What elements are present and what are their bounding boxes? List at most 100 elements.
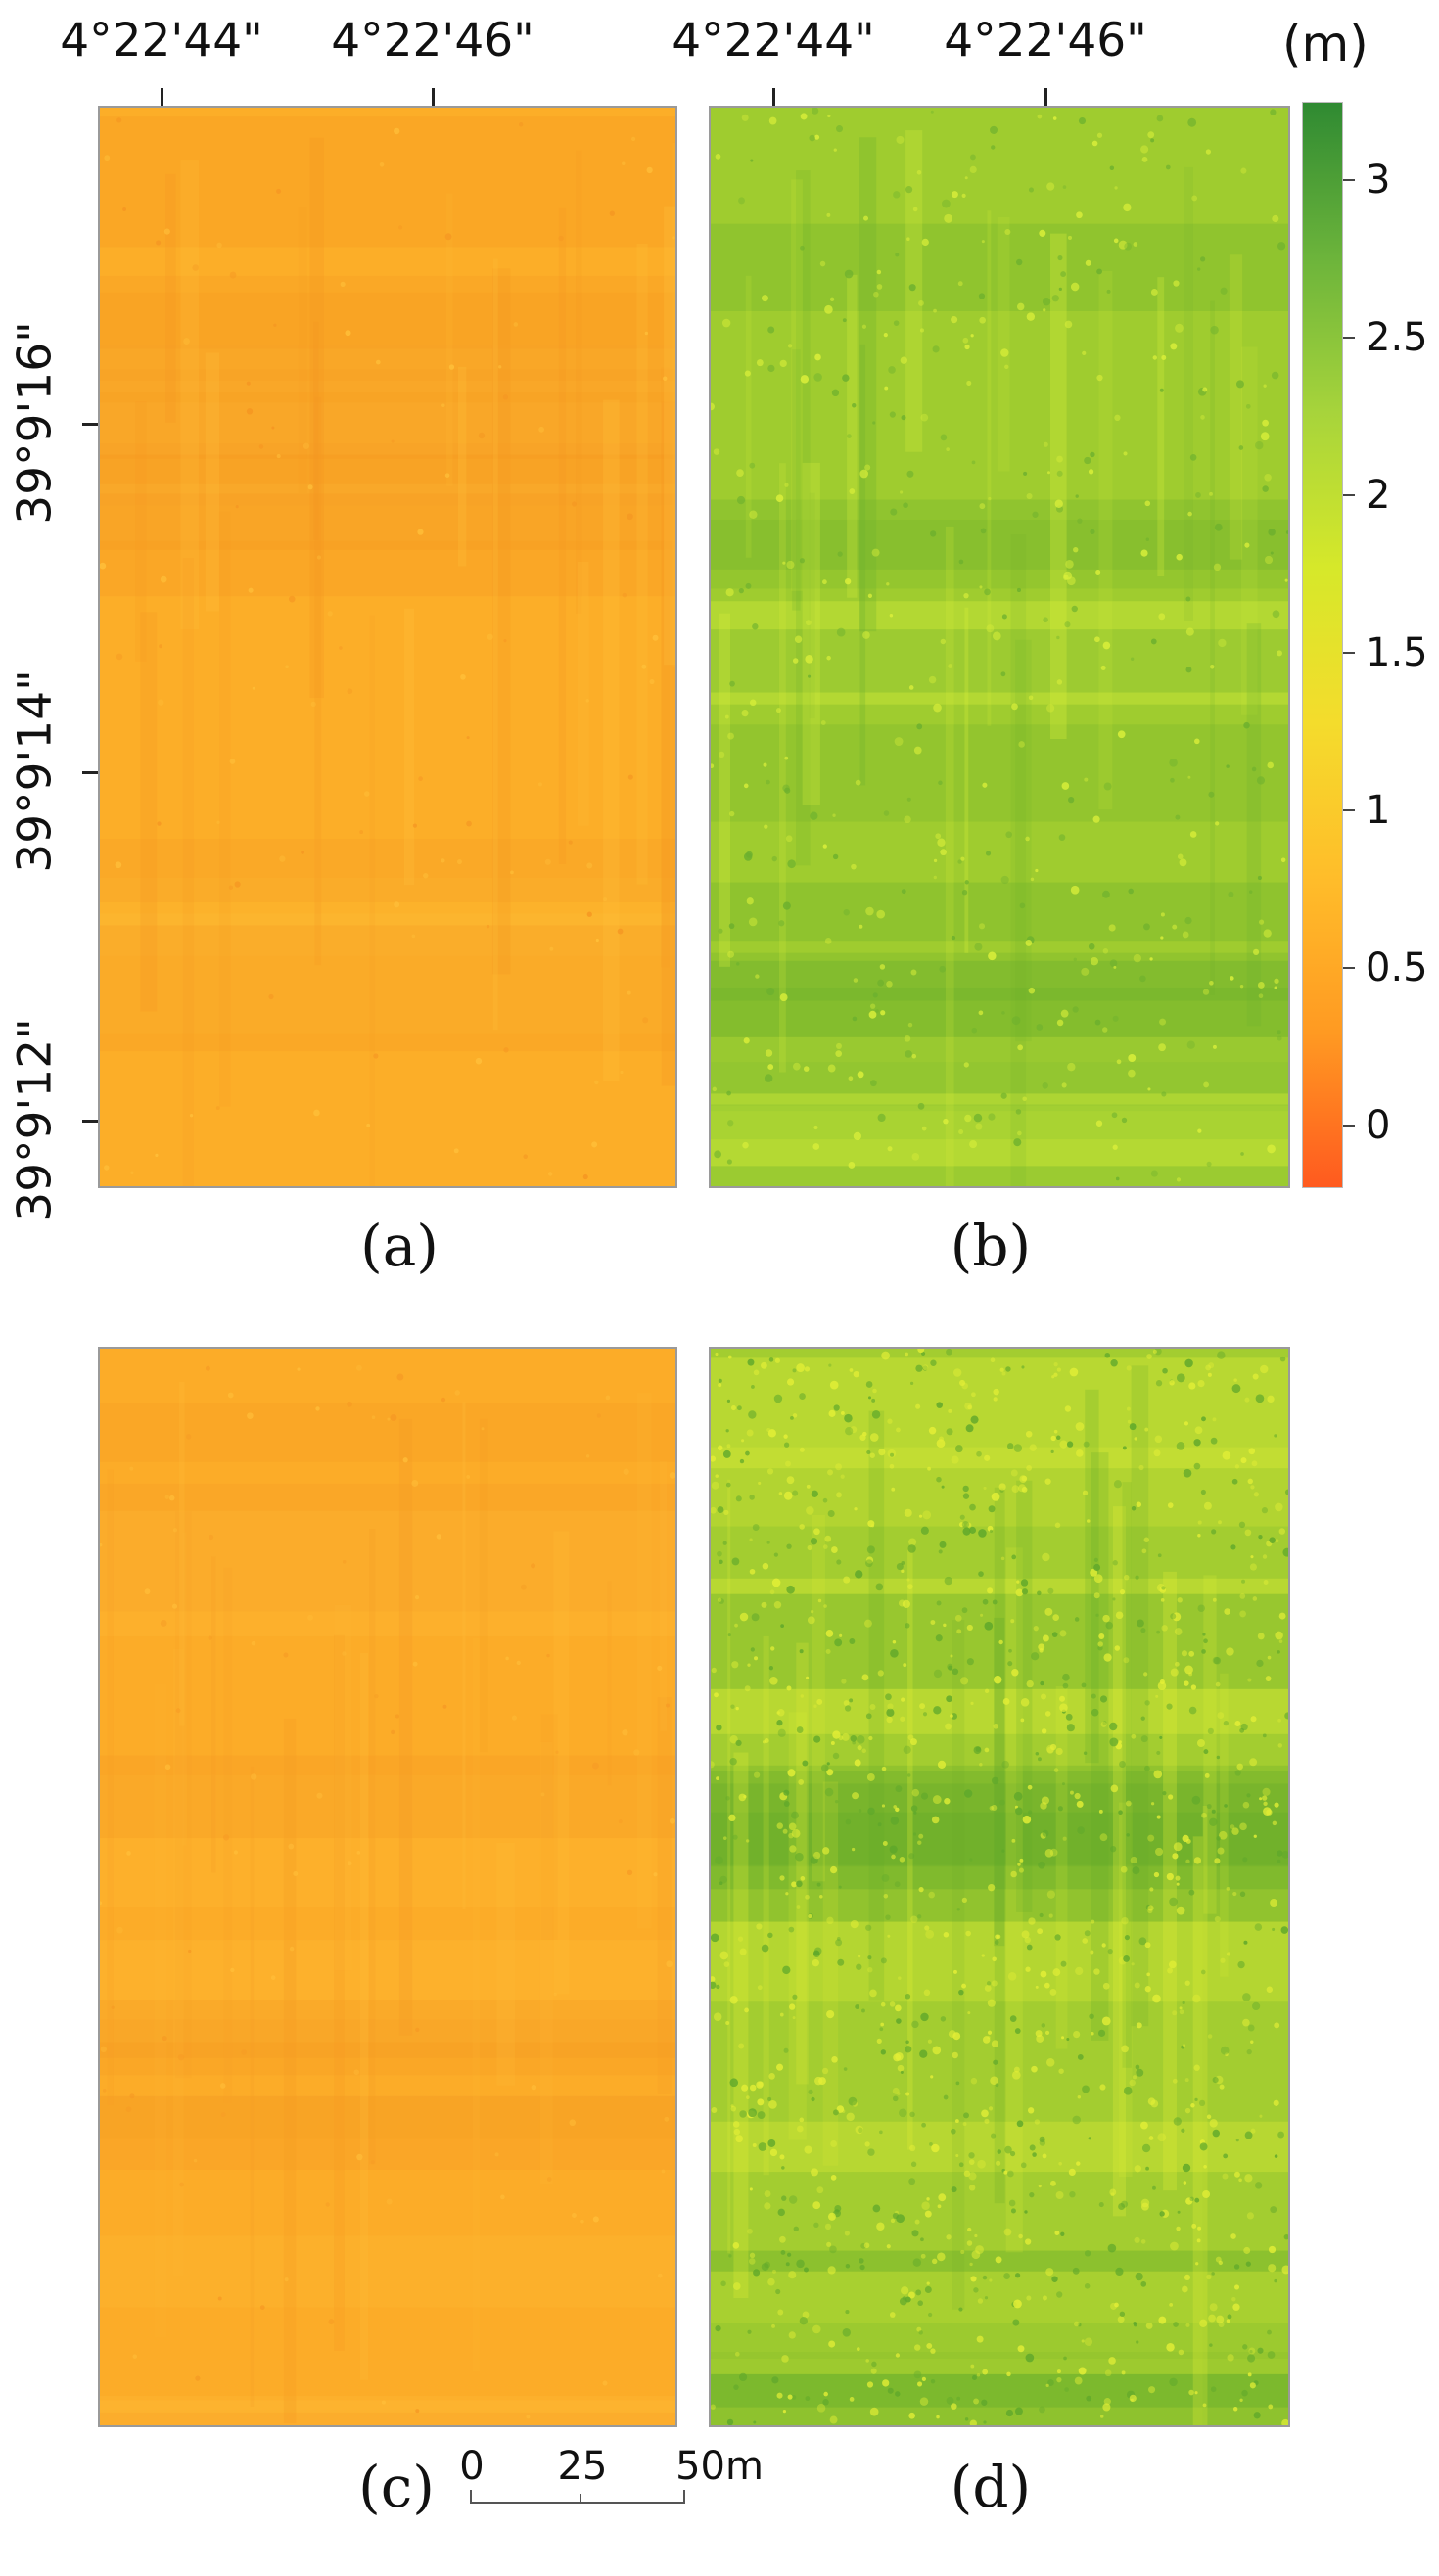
raster-speckle (1225, 2052, 1229, 2057)
raster-speckle (1207, 1372, 1212, 1377)
raster-speckle (1119, 1588, 1126, 1595)
raster-speckle (1251, 1460, 1258, 1467)
raster-speckle (1184, 1421, 1189, 1426)
raster-speckle (1011, 1669, 1019, 1677)
raster-speckle (444, 233, 452, 241)
raster-speckle (800, 375, 810, 384)
raster-speckle (1123, 1955, 1131, 1962)
raster-streak (603, 399, 620, 1081)
raster-speckle (1247, 2024, 1255, 2032)
raster-speckle (1132, 1866, 1140, 1875)
raster-speckle (1254, 1923, 1263, 1931)
raster-speckle (1247, 2354, 1256, 2363)
raster-streak (309, 137, 325, 699)
raster-speckle (776, 1822, 783, 1829)
raster-speckle (1121, 2370, 1126, 2375)
raster-speckle (1247, 1678, 1252, 1682)
raster-speckle (1209, 491, 1213, 496)
raster-speckle (793, 2226, 799, 2232)
raster-speckle (758, 1481, 762, 1486)
raster-speckle (804, 2145, 812, 2154)
raster-speckle (982, 2036, 991, 2044)
raster-speckle (1193, 2064, 1200, 2071)
raster-background (711, 1349, 1288, 2425)
raster-speckle (767, 1064, 774, 1071)
raster-speckle (1250, 1716, 1257, 1723)
raster-speckle (889, 2312, 896, 2318)
raster-speckle (1101, 1943, 1106, 1948)
raster-speckle (111, 2005, 115, 2009)
raster-speckle (846, 2112, 855, 2122)
raster-speckle (962, 1493, 970, 1499)
raster-speckle (1262, 485, 1269, 492)
raster-speckle (1067, 1062, 1076, 1072)
raster-speckle (724, 714, 729, 719)
raster-speckle (1184, 2078, 1189, 2083)
raster-speckle (1084, 777, 1089, 782)
raster-speckle (250, 1773, 257, 1780)
raster-speckle (229, 759, 236, 764)
raster-speckle (1160, 1597, 1165, 1602)
raster-speckle (586, 862, 593, 869)
raster-speckle (1157, 1553, 1162, 1558)
raster-speckle (963, 592, 969, 599)
raster-speckle (924, 2210, 932, 2218)
lat-tick-mark (82, 1120, 102, 1123)
raster-speckle (1007, 1661, 1013, 1667)
raster-speckle (540, 1792, 545, 1797)
raster-speckle (896, 135, 905, 144)
raster-streak (727, 1479, 731, 2254)
raster-speckle (549, 946, 554, 951)
raster-speckle (940, 2016, 947, 2022)
raster-speckle (715, 153, 721, 160)
raster-speckle (1188, 1706, 1197, 1715)
raster-speckle (1053, 1362, 1058, 1367)
raster-speckle (520, 1584, 527, 1590)
caption-c: (c) (358, 2454, 435, 2520)
raster-speckle (907, 1584, 913, 1590)
raster-speckle (1038, 1757, 1042, 1762)
raster-speckle (767, 1932, 773, 1939)
raster-speckle (902, 1599, 910, 1609)
raster-speckle (415, 2027, 420, 2033)
colorbar-tick-label: 2.5 (1366, 315, 1428, 361)
raster-speckle (779, 359, 787, 368)
raster-speckle (1115, 2267, 1124, 2277)
raster-speckle (920, 2253, 926, 2259)
raster-speckle (1112, 1560, 1118, 1566)
raster-speckle (786, 1585, 795, 1594)
raster-speckle (366, 1123, 371, 1127)
raster-speckle (1013, 1138, 1022, 1147)
raster-speckle (1147, 2097, 1156, 2106)
raster-speckle (711, 2404, 716, 2410)
raster-speckle (830, 2140, 838, 2147)
raster-speckle (347, 1861, 352, 1866)
raster-speckle (1066, 2038, 1070, 2042)
raster-speckle (945, 1723, 952, 1730)
raster-speckle (617, 928, 624, 935)
raster-speckle (1233, 2264, 1240, 2270)
raster-speckle (988, 496, 992, 501)
raster-speckle (792, 2016, 796, 2020)
raster-speckle (1037, 1928, 1044, 1935)
raster-speckle (1056, 2369, 1061, 2374)
raster-speckle (1108, 924, 1116, 932)
raster-speckle (800, 1694, 805, 1698)
raster-speckle (829, 1865, 838, 1874)
raster-speckle (957, 281, 963, 287)
raster-streak (907, 1546, 913, 2150)
raster-speckle (1275, 1631, 1283, 1640)
raster-speckle (875, 1009, 879, 1013)
raster-speckle (1096, 132, 1103, 138)
raster-speckle (390, 1414, 397, 1421)
raster-speckle (100, 1901, 103, 1906)
raster-speckle (1039, 2406, 1045, 2414)
raster-speckle (999, 1367, 1004, 1372)
raster-speckle (1005, 831, 1012, 839)
raster-streak (1050, 233, 1067, 740)
raster-speckle (810, 1609, 814, 1614)
raster-speckle (981, 2109, 989, 2118)
raster-speckle (1120, 1865, 1128, 1873)
raster-speckle (899, 1857, 905, 1863)
raster-speckle (964, 2417, 969, 2421)
